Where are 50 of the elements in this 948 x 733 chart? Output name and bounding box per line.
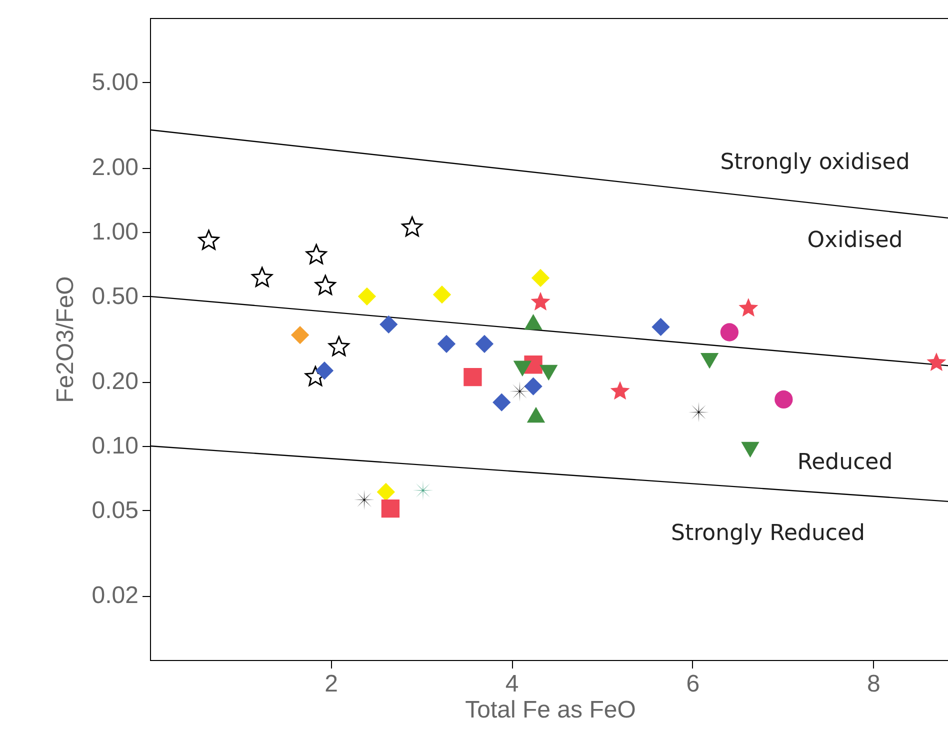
point xyxy=(314,274,336,295)
point xyxy=(530,292,550,310)
point xyxy=(492,393,511,412)
x-tick-label: 8 xyxy=(866,670,880,698)
x-tick-label: 4 xyxy=(505,670,519,698)
point xyxy=(540,364,558,381)
point xyxy=(700,352,719,369)
point xyxy=(524,314,542,330)
point xyxy=(531,268,550,288)
y-tick-label: 2.00 xyxy=(92,154,138,182)
y-axis-title: Fe2O3/FeO xyxy=(52,276,79,403)
point xyxy=(437,334,456,353)
point xyxy=(380,315,398,334)
point xyxy=(306,244,327,264)
y-tick-label: 0.10 xyxy=(92,432,138,460)
point xyxy=(328,336,350,356)
x-axis-title: Total Fe as FeO xyxy=(465,696,636,724)
x-tick-label: 6 xyxy=(686,670,700,698)
point xyxy=(513,360,532,376)
point xyxy=(198,230,220,250)
annotation: Reduced xyxy=(797,450,893,475)
point xyxy=(432,285,452,304)
y-tick-label: 0.20 xyxy=(92,368,138,396)
y-tick-label: 0.50 xyxy=(92,282,138,310)
point xyxy=(652,318,670,336)
y-tick-label: 1.00 xyxy=(92,218,138,246)
y-tick-label: 0.02 xyxy=(92,582,138,610)
x-tick-label: 2 xyxy=(324,670,338,698)
point xyxy=(926,352,946,372)
point xyxy=(464,368,482,386)
point xyxy=(252,266,273,287)
point xyxy=(720,323,739,342)
point xyxy=(610,381,630,400)
point xyxy=(774,390,793,409)
point xyxy=(381,499,400,518)
point xyxy=(290,326,310,344)
point xyxy=(741,442,760,458)
point xyxy=(376,482,396,502)
point xyxy=(315,362,334,380)
point xyxy=(475,334,494,353)
y-tick-label: 0.05 xyxy=(92,496,138,524)
annotation: Strongly Reduced xyxy=(671,521,865,546)
y-tick-label: 5.00 xyxy=(92,68,138,96)
annotation: Strongly oxidised xyxy=(720,150,910,175)
annotation: Oxidised xyxy=(807,228,903,253)
point xyxy=(524,377,542,396)
point xyxy=(358,287,376,306)
point xyxy=(526,406,546,423)
point xyxy=(402,216,423,237)
point xyxy=(738,298,758,317)
